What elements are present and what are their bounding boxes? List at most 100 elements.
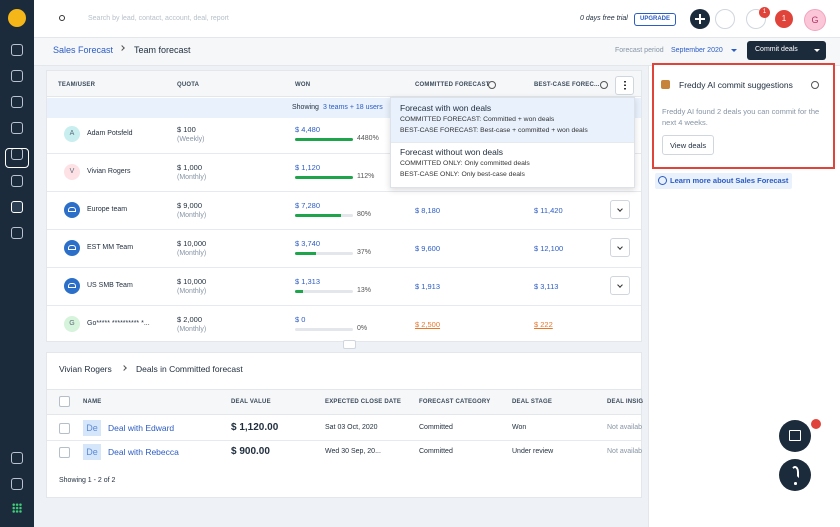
dropdown-selected [391, 98, 634, 142]
column-header[interactable]: EXPECTED CLOSE DATE [325, 399, 402, 405]
team-icon [64, 278, 80, 294]
won-bar [295, 214, 342, 217]
mail-button[interactable] [715, 9, 735, 29]
column-header[interactable]: FORECAST CATEGORY [419, 399, 491, 405]
breadcrumb-current: Team forecast [134, 45, 191, 55]
checkbox[interactable] [59, 423, 70, 434]
checkbox[interactable] [59, 396, 70, 407]
nav-icon[interactable] [11, 96, 23, 108]
workflow-button[interactable] [779, 420, 811, 452]
column-header: TEAM/USER [58, 82, 96, 88]
won[interactable]: $ 4,480 [295, 125, 321, 134]
search-placeholder[interactable]: Search by lead, contact, account, deal, … [88, 15, 229, 22]
quota: $ 10,000 [177, 239, 207, 248]
bell-button[interactable] [746, 9, 766, 29]
nav-icon[interactable] [11, 122, 23, 134]
name: Vivian Rogers [87, 168, 131, 175]
option-title[interactable]: Forecast with won deals [400, 103, 492, 113]
column-header[interactable]: DEAL STAGE [512, 399, 553, 405]
won-pct: 0% [357, 325, 368, 332]
quota: $ 1,000 [177, 163, 203, 172]
option-title[interactable]: Forecast without won deals [400, 147, 503, 157]
won-bar [295, 138, 353, 141]
resize-handle[interactable] [343, 340, 356, 349]
won-bar [295, 176, 353, 179]
workflow-glyph [789, 430, 801, 441]
nav-icon[interactable] [11, 201, 23, 213]
column-header[interactable]: DEAL VALUE [231, 399, 271, 405]
banner-text: Showing [292, 104, 319, 111]
column-header: QUOTA [177, 82, 200, 88]
upgrade-button[interactable]: UPGRADE [634, 13, 677, 26]
user-avatar: A [64, 126, 80, 142]
breadcrumb-link[interactable]: Sales Forecast [53, 45, 114, 55]
committed[interactable]: $ 1,913 [415, 282, 441, 291]
quota: $ 9,000 [177, 201, 203, 210]
name: Europe team [87, 206, 128, 213]
nav-icon[interactable] [11, 70, 23, 82]
period-select[interactable]: September 2020 [671, 47, 723, 54]
deals-header-bg [47, 389, 641, 415]
expand-button[interactable] [610, 200, 630, 219]
best-case[interactable]: $ 12,100 [534, 244, 564, 253]
deal-icon: De [83, 444, 101, 460]
column-header[interactable]: DEAL INSIG [607, 399, 644, 405]
best-case[interactable]: $ 3,113 [534, 282, 559, 291]
learn-more[interactable]: Learn more about Sales Forecast [655, 173, 793, 189]
team-icon [64, 202, 80, 218]
won[interactable]: $ 3,740 [295, 239, 321, 248]
logo[interactable] [8, 9, 26, 27]
freddy-text: Freddy AI found 2 deals you can commit f… [662, 107, 820, 127]
sidebar [0, 0, 34, 527]
alert-badge[interactable]: 1 [775, 10, 793, 28]
committed[interactable]: $ 9,600 [415, 244, 441, 253]
committed[interactable]: $ 8,180 [415, 206, 441, 215]
deal-category: Committed [419, 424, 453, 431]
view-deals-button[interactable]: View deals [662, 135, 715, 155]
best-case[interactable]: $ 222 [534, 320, 553, 329]
team-icon [64, 240, 80, 256]
expand-button[interactable] [610, 238, 630, 257]
expand-button[interactable] [610, 276, 630, 295]
won[interactable]: $ 1,313 [295, 277, 321, 286]
commit-button[interactable] [747, 41, 826, 60]
nav-icon[interactable] [11, 44, 23, 56]
nav-active[interactable] [5, 148, 29, 168]
help-mark [791, 466, 799, 478]
won[interactable]: $ 0 [295, 315, 306, 324]
won-bar-track [295, 214, 353, 217]
best-case[interactable]: $ 11,420 [534, 206, 563, 215]
team-glyph [68, 207, 76, 212]
user-avatar[interactable]: G [804, 9, 826, 31]
committed[interactable]: $ 2,500 [415, 320, 441, 329]
nav-icon[interactable] [11, 452, 23, 464]
table-header-bg [47, 71, 641, 97]
deal-stage: Under review [512, 448, 554, 455]
deals-crumb[interactable]: Vivian Rogers [59, 364, 112, 374]
user-avatar: V [64, 164, 80, 180]
quota: $ 100 [177, 125, 196, 134]
subheader [34, 38, 840, 66]
quota-period: (Monthly) [177, 174, 207, 181]
deal-name[interactable]: Deal with Edward [108, 423, 175, 433]
apps-icon[interactable] [12, 503, 22, 513]
deal-close: Sat 03 Oct, 2020 [325, 424, 378, 431]
won[interactable]: $ 1,120 [295, 163, 321, 172]
nav-icon[interactable] [11, 478, 23, 490]
deal-close: Wed 30 Sep, 20... [325, 448, 381, 455]
won-bar-track [295, 176, 353, 179]
deal-name[interactable]: Deal with Rebecca [108, 447, 179, 457]
won-pct: 112% [357, 173, 375, 180]
quota-period: (Monthly) [177, 326, 207, 333]
won-bar [295, 252, 317, 255]
search-glyph [59, 15, 65, 21]
column-header[interactable]: NAME [83, 399, 102, 405]
row-divider [47, 305, 641, 306]
won[interactable]: $ 7,280 [295, 201, 321, 210]
nav-icon[interactable] [11, 175, 23, 187]
checkbox[interactable] [59, 447, 70, 458]
nav-icon[interactable] [11, 227, 23, 239]
quota: $ 10,000 [177, 277, 207, 286]
banner-link[interactable]: 3 teams + 18 users [323, 104, 383, 111]
